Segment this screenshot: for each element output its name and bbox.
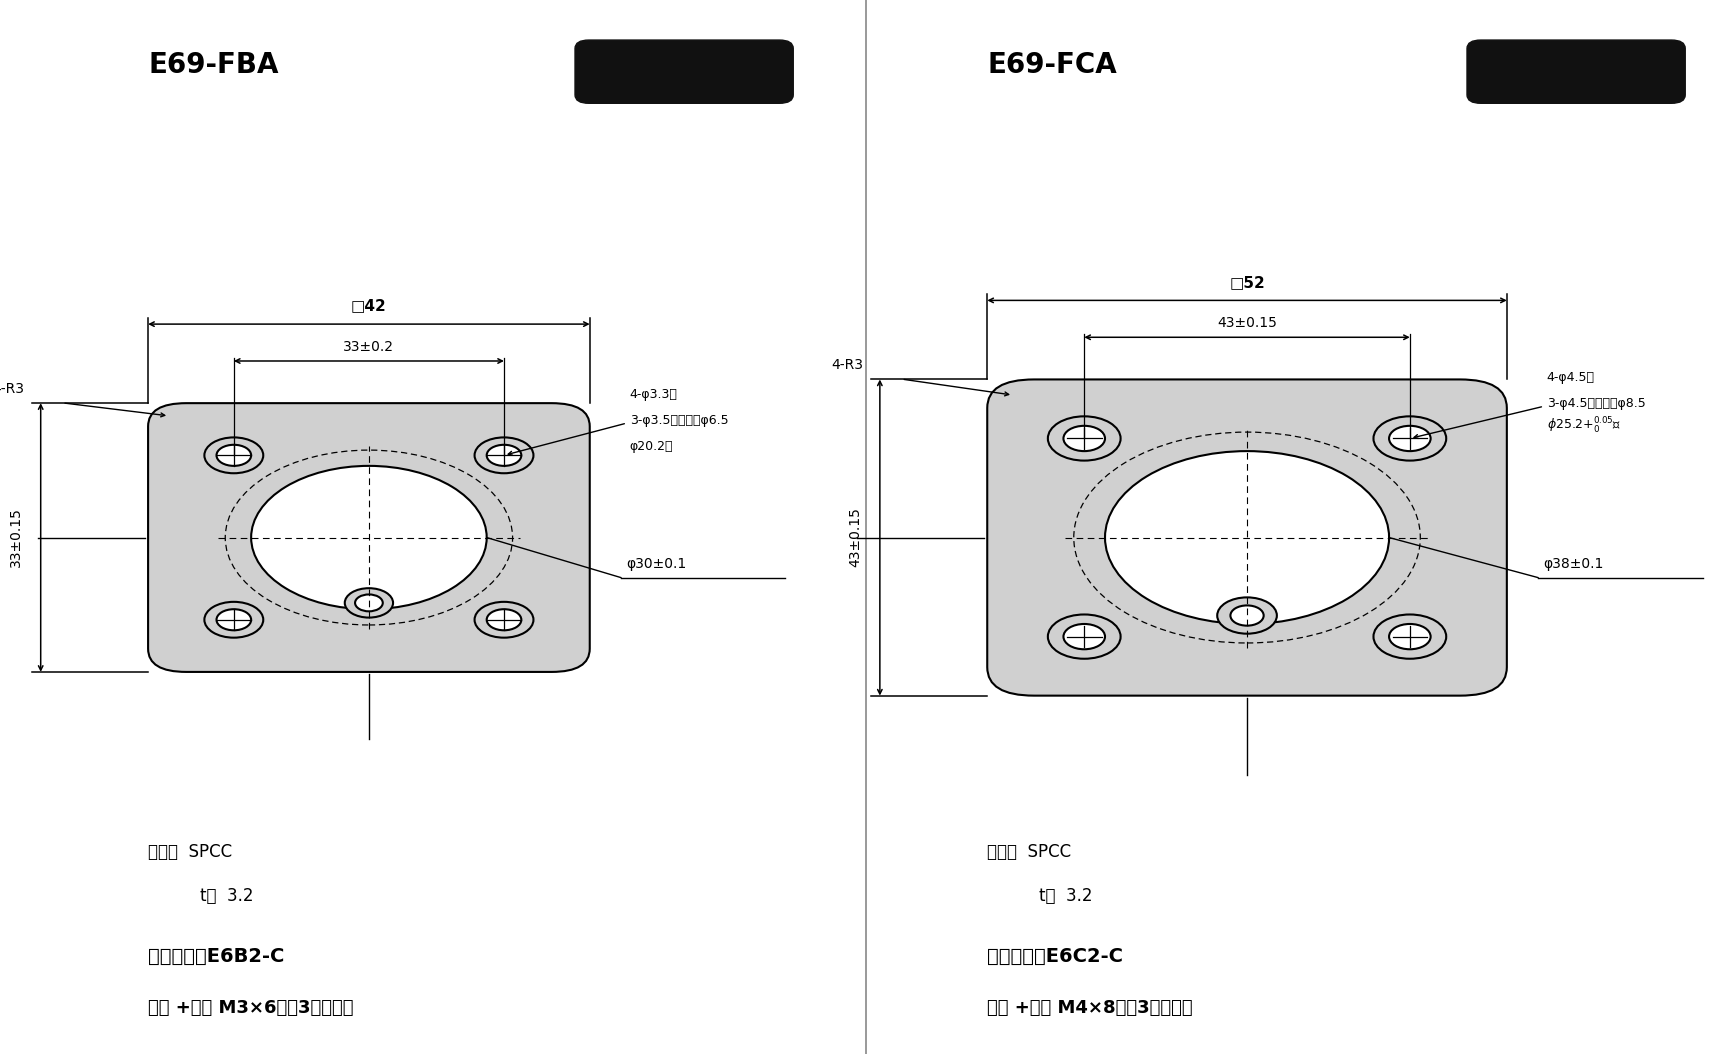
- Circle shape: [1389, 426, 1431, 451]
- Circle shape: [345, 588, 393, 618]
- Circle shape: [1048, 614, 1121, 659]
- Circle shape: [475, 602, 533, 638]
- Circle shape: [1063, 426, 1105, 451]
- Text: 4-φ4.5孔: 4-φ4.5孔: [1547, 371, 1595, 384]
- FancyBboxPatch shape: [987, 379, 1507, 696]
- Circle shape: [1373, 614, 1446, 659]
- Circle shape: [1063, 624, 1105, 649]
- Circle shape: [1230, 605, 1264, 626]
- Text: 材质：  SPCC: 材质： SPCC: [987, 843, 1072, 861]
- Text: 3-φ4.5盘头锂孔φ8.5: 3-φ4.5盘头锂孔φ8.5: [1547, 397, 1645, 410]
- Circle shape: [1218, 598, 1276, 633]
- Circle shape: [487, 445, 521, 466]
- Circle shape: [216, 445, 251, 466]
- Text: CAD数据: CAD数据: [1547, 62, 1606, 81]
- Text: 43±0.15: 43±0.15: [849, 508, 863, 567]
- Text: t：  3.2: t： 3.2: [1039, 887, 1093, 905]
- FancyBboxPatch shape: [575, 40, 793, 103]
- Circle shape: [1105, 451, 1389, 624]
- Circle shape: [251, 466, 487, 609]
- Text: 33±0.2: 33±0.2: [343, 339, 395, 354]
- Text: 注： +螺钉 M3×6（ 3个）附带: 注： +螺钉 M3×6（ 3个）附带: [147, 999, 353, 1017]
- Text: φ30±0.1: φ30±0.1: [627, 558, 686, 571]
- Circle shape: [204, 437, 263, 473]
- Circle shape: [1048, 416, 1121, 461]
- Text: t：  3.2: t： 3.2: [199, 887, 253, 905]
- Text: 3-φ3.5盘头锂孔φ6.5: 3-φ3.5盘头锂孔φ6.5: [630, 414, 727, 427]
- Text: E69-FCA: E69-FCA: [987, 51, 1117, 79]
- Circle shape: [216, 609, 251, 630]
- Text: 4-R3: 4-R3: [0, 382, 24, 396]
- Text: □52: □52: [1230, 275, 1264, 290]
- Text: E69-FBA: E69-FBA: [147, 51, 279, 79]
- Text: 4-R3: 4-R3: [831, 358, 863, 372]
- Text: 43±0.15: 43±0.15: [1218, 316, 1276, 330]
- Circle shape: [204, 602, 263, 638]
- Circle shape: [475, 437, 533, 473]
- FancyBboxPatch shape: [1467, 40, 1685, 103]
- FancyBboxPatch shape: [147, 404, 589, 672]
- Circle shape: [355, 594, 383, 611]
- Text: 4-φ3.3孔: 4-φ3.3孔: [630, 388, 677, 401]
- Text: $\phi$25.2$+^{0.05}_{0}$孔: $\phi$25.2$+^{0.05}_{0}$孔: [1547, 416, 1621, 436]
- Text: 注： +螺钉 M4×8（ 3个）附带: 注： +螺钉 M4×8（ 3个）附带: [987, 999, 1193, 1017]
- Text: 适用型号：E6C2-C: 适用型号：E6C2-C: [987, 946, 1124, 965]
- Circle shape: [487, 609, 521, 630]
- Text: φ20.2孔: φ20.2孔: [630, 441, 674, 453]
- Text: CAD数据: CAD数据: [655, 62, 714, 81]
- Text: 材质：  SPCC: 材质： SPCC: [147, 843, 232, 861]
- Text: φ38±0.1: φ38±0.1: [1543, 558, 1604, 571]
- Circle shape: [1389, 624, 1431, 649]
- Text: 适用型号：E6B2-C: 适用型号：E6B2-C: [147, 946, 284, 965]
- Text: 33±0.15: 33±0.15: [9, 508, 23, 567]
- Text: □42: □42: [352, 298, 386, 314]
- Circle shape: [1373, 416, 1446, 461]
